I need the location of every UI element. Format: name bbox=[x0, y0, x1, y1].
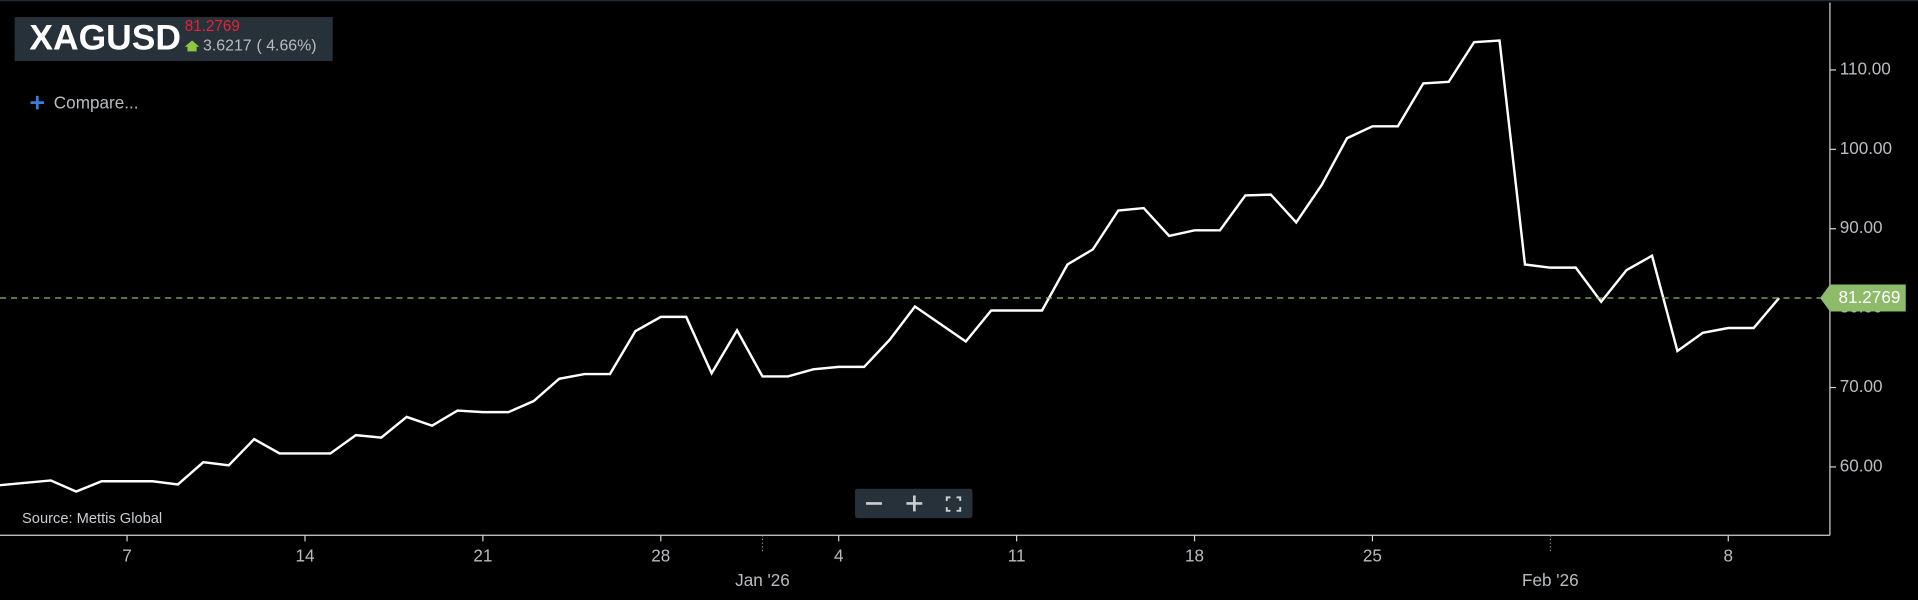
x-tick-label: 11 bbox=[1008, 547, 1026, 566]
last-price: 81.2769 bbox=[185, 18, 240, 35]
last-price-badge bbox=[1820, 284, 1906, 312]
change: 3.6217 bbox=[203, 38, 252, 55]
x-tick-label: 4 bbox=[834, 547, 844, 566]
last-price-label: 81.2769 bbox=[1838, 288, 1900, 307]
x-tick-label: 18 bbox=[1185, 547, 1204, 566]
month-label: Jan '26 bbox=[735, 571, 790, 590]
price-line bbox=[0, 39, 1781, 493]
y-tick-label: 110.00 bbox=[1840, 59, 1891, 78]
overlay: 81.2769 bbox=[0, 284, 1906, 312]
month-label: Feb '26 bbox=[1522, 571, 1579, 590]
y-tick-label: 90.00 bbox=[1840, 218, 1883, 237]
compare-icon bbox=[30, 95, 45, 110]
y-tick-label: 100.00 bbox=[1840, 139, 1892, 158]
change-text: 3.6217 ( 4.66%) bbox=[203, 38, 317, 55]
y-tick-label: 70.00 bbox=[1840, 377, 1883, 396]
x-tick-label: 7 bbox=[122, 547, 132, 566]
up-arrow bbox=[184, 40, 200, 52]
compare-button[interactable]: Compare... bbox=[30, 93, 139, 112]
change-pct: ( 4.66%) bbox=[257, 38, 317, 55]
x-tick-label: 28 bbox=[651, 547, 670, 566]
source: Source: Mettis Global bbox=[22, 511, 162, 527]
x-tick-label: 14 bbox=[295, 547, 315, 566]
fullscreen[interactable] bbox=[945, 496, 962, 512]
x-tick-label: 25 bbox=[1363, 547, 1382, 566]
quote-box bbox=[14, 17, 333, 62]
x-tick-label: 8 bbox=[1724, 547, 1734, 566]
zoom-in[interactable] bbox=[906, 495, 923, 512]
y-tick-label: 60.00 bbox=[1840, 456, 1883, 475]
compare-label[interactable]: Compare... bbox=[54, 93, 139, 112]
x-tick-label: 21 bbox=[473, 547, 492, 566]
symbol: XAGUSD bbox=[29, 18, 181, 58]
